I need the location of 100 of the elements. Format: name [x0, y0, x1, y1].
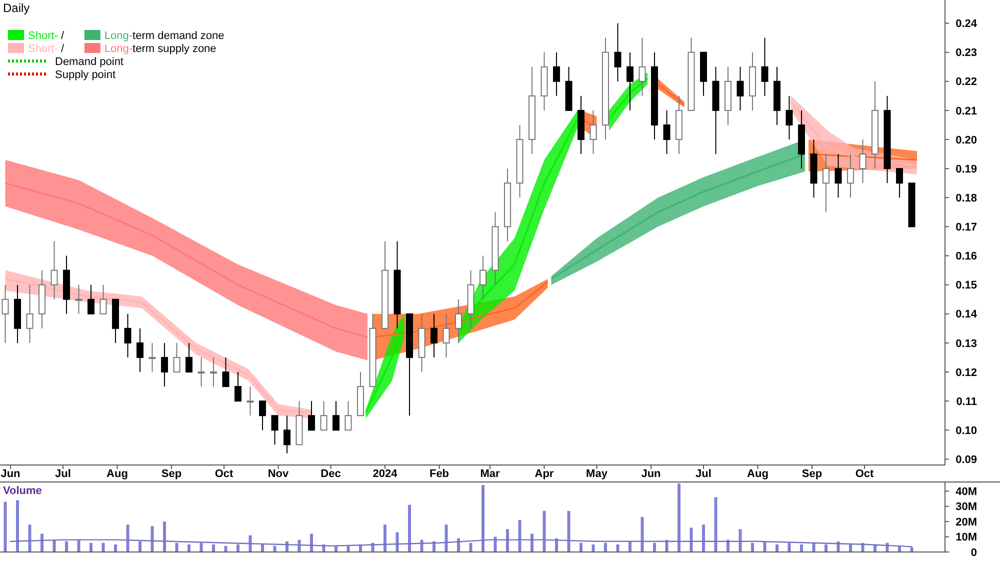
candlestick	[271, 415, 278, 446]
bar	[800, 544, 803, 552]
candlestick	[161, 342, 168, 388]
y-tick-label: 0	[970, 546, 977, 559]
bar	[506, 529, 509, 552]
x-tick-label: Mar	[480, 468, 500, 480]
legend-label: Long-term supply zone	[104, 43, 216, 55]
bar	[175, 542, 178, 552]
candlestick	[210, 356, 217, 388]
bar	[126, 524, 130, 552]
candlestick	[75, 284, 82, 314]
candlestick	[234, 372, 242, 402]
candlestick	[186, 342, 192, 372]
y-tick-label: 0.20	[956, 134, 977, 146]
x-tick-label: Feb	[429, 468, 450, 480]
x-tick-label: May	[586, 468, 608, 480]
x-tick-label: Oct	[214, 468, 234, 480]
bar	[714, 497, 718, 552]
candlestick	[198, 356, 205, 388]
x-tick-label: Oct	[855, 468, 874, 480]
bar	[408, 504, 411, 552]
candlestick	[626, 52, 634, 111]
candlestick	[259, 400, 266, 431]
bar	[102, 542, 105, 552]
bar	[580, 542, 582, 552]
candlestick	[761, 37, 768, 96]
y-tick-label: 0.23	[956, 47, 977, 60]
candlestick	[100, 284, 107, 314]
legend-label: Short- /	[28, 30, 66, 42]
bar	[200, 542, 203, 552]
candlestick	[430, 313, 438, 358]
legend-label: Supply point	[55, 69, 116, 81]
candlestick	[736, 66, 744, 111]
y-tick-label: 0.19	[956, 163, 977, 176]
candlestick	[786, 95, 793, 140]
bar	[690, 528, 693, 552]
x-tick-label: Aug	[747, 468, 768, 480]
candlestick	[246, 386, 254, 416]
bar	[273, 546, 276, 552]
x-tick-label: Jul	[55, 468, 71, 480]
bar	[224, 546, 228, 552]
y-tick-label: 0.18	[956, 192, 977, 204]
bar	[261, 544, 264, 552]
bar	[482, 485, 484, 552]
x-tick-label: Jul	[696, 468, 712, 480]
bar	[114, 544, 117, 552]
y-tick-label: 0.22	[956, 76, 977, 88]
bar	[542, 510, 546, 552]
bar	[236, 544, 240, 552]
y-tick-label: 30M	[956, 501, 977, 514]
x-tick-label: Aug	[106, 468, 128, 480]
bar	[212, 544, 215, 552]
bar	[65, 541, 68, 552]
bar	[776, 544, 778, 552]
candlestick	[332, 400, 340, 431]
bar	[653, 542, 656, 552]
candlestick	[455, 298, 462, 344]
x-tick-label: Nov	[268, 468, 290, 480]
x-tick-label: Sep	[802, 468, 822, 480]
bar	[384, 524, 386, 552]
y-tick-label: 0.15	[956, 280, 977, 292]
y-tick-label: 0.14	[956, 308, 978, 321]
candlestick	[26, 284, 34, 344]
candlestick	[284, 415, 290, 454]
candlestick	[442, 313, 450, 358]
x-tick-label: Sep	[161, 468, 182, 480]
bar	[824, 544, 828, 552]
candlestick	[896, 168, 903, 198]
candlestick	[859, 139, 866, 184]
y-tick-label: 0.16	[956, 250, 977, 263]
y-tick-label: 0.09	[956, 454, 977, 466]
y-tick-label: 0.13	[956, 338, 977, 350]
bar	[77, 540, 80, 552]
candlestick	[50, 240, 58, 300]
x-tick-label: Jun	[641, 468, 662, 480]
bar	[640, 517, 644, 552]
candlestick	[822, 154, 830, 213]
bar	[150, 526, 154, 552]
bar	[678, 484, 680, 552]
candlestick	[663, 110, 670, 155]
x-tick-label: Jun	[0, 468, 21, 480]
candlestick	[222, 356, 230, 388]
bar	[530, 534, 534, 552]
y-tick-label: 0.12	[956, 366, 977, 379]
legend-label: Short- /	[28, 43, 66, 55]
x-tick-label: Apr	[534, 468, 554, 480]
bar	[4, 502, 7, 552]
chart-title: Volume	[3, 485, 42, 497]
candlestick	[344, 400, 352, 431]
bar	[469, 542, 472, 552]
candlestick	[614, 22, 622, 82]
bar	[849, 544, 852, 552]
bar	[310, 534, 313, 552]
bar	[16, 500, 19, 552]
candlestick	[480, 255, 486, 300]
bar	[28, 524, 32, 552]
candlestick	[638, 37, 646, 96]
y-tick-label: 20M	[956, 516, 977, 528]
bar	[788, 542, 791, 552]
candlestick	[320, 400, 328, 431]
